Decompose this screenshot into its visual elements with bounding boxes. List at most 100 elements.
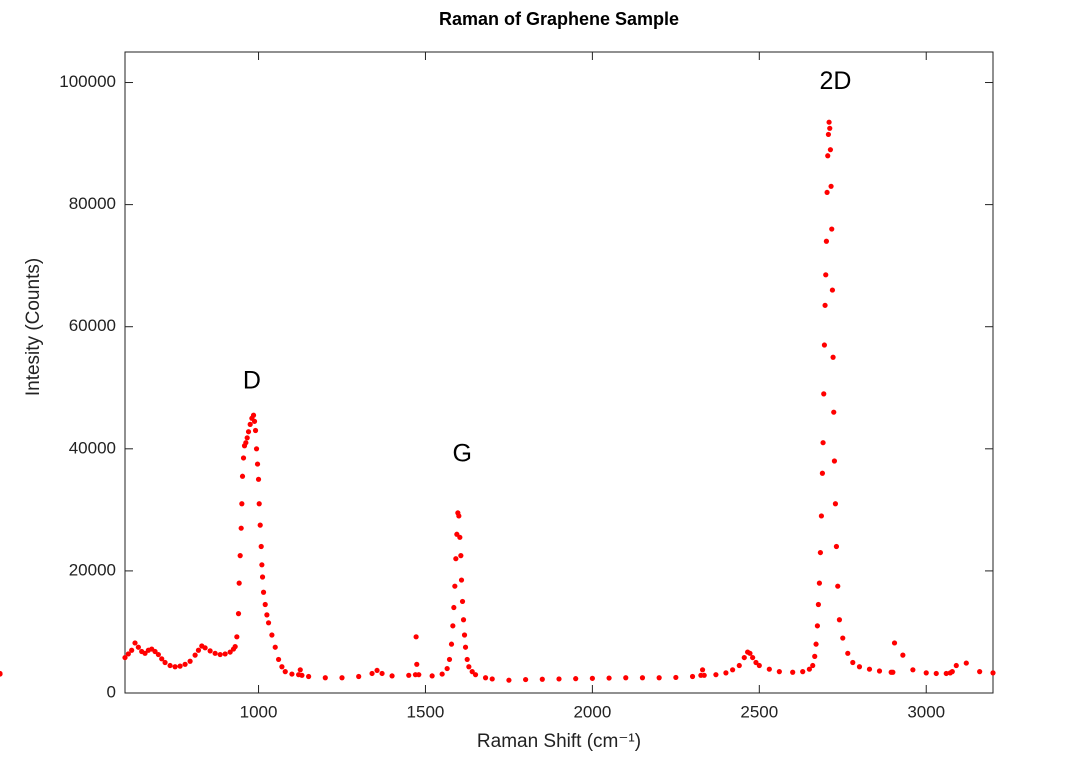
data-point (462, 644, 469, 650)
data-point (790, 669, 796, 675)
data-point (856, 664, 863, 670)
data-point (953, 662, 959, 669)
data-point (822, 302, 828, 308)
data-point (240, 455, 247, 461)
data-point (820, 440, 826, 446)
data-point (450, 623, 456, 629)
data-point (239, 501, 245, 507)
data-point (217, 651, 223, 658)
data-point (813, 641, 819, 647)
data-point (406, 672, 412, 678)
data-point (279, 664, 285, 670)
data-point (753, 659, 759, 666)
data-point (806, 666, 812, 672)
data-point (236, 580, 242, 586)
data-point (439, 671, 445, 677)
data-point (252, 427, 259, 434)
data-point (923, 670, 929, 676)
data-point (827, 147, 834, 153)
data-point (482, 675, 489, 681)
data-point (444, 665, 450, 672)
data-point (830, 354, 836, 360)
data-point (232, 644, 238, 650)
data-point (259, 562, 265, 568)
data-point (192, 652, 198, 658)
data-point (264, 612, 270, 618)
data-point (818, 513, 825, 519)
data-point (829, 226, 835, 232)
data-point (689, 673, 696, 680)
plot-frame (124, 51, 994, 694)
data-point (832, 501, 839, 507)
data-point (810, 662, 816, 669)
data-point (162, 659, 168, 666)
data-point (260, 589, 267, 595)
x-tick-label: 2000 (573, 702, 611, 721)
data-point (816, 580, 823, 586)
data-point (239, 473, 246, 479)
data-point (253, 446, 260, 452)
data-point (456, 513, 462, 519)
data-point (251, 418, 258, 424)
data-point (815, 601, 821, 608)
data-point (275, 656, 282, 663)
data-point (819, 470, 826, 476)
data-point (416, 672, 422, 678)
data-point (182, 661, 188, 667)
chart-title: Raman of Graphene Sample (439, 9, 679, 29)
data-point (237, 553, 243, 559)
data-point (452, 583, 458, 589)
data-point (289, 671, 295, 677)
data-point (829, 287, 836, 293)
data-point (254, 461, 261, 467)
data-point (132, 640, 138, 646)
data-point (828, 183, 834, 189)
data-point (227, 649, 233, 655)
y-axis-label: Intesity (Counts) (23, 258, 44, 396)
data-point (464, 656, 470, 663)
data-point (207, 648, 213, 654)
data-point (701, 672, 707, 678)
y-tick-label: 100000 (59, 72, 116, 91)
data-point (730, 667, 736, 673)
y-tick-label: 0 (107, 682, 116, 701)
data-point (461, 632, 468, 638)
data-point (306, 673, 312, 680)
data-point (723, 670, 729, 676)
data-point (322, 675, 328, 681)
data-point (177, 663, 183, 669)
data-point (142, 650, 148, 656)
data-point (155, 651, 161, 658)
data-point (243, 440, 249, 446)
data-point (282, 669, 288, 675)
data-point (766, 666, 772, 672)
data-point (265, 620, 272, 626)
data-point (135, 644, 141, 650)
data-point (167, 662, 173, 669)
data-point (459, 598, 466, 605)
data-point (821, 391, 827, 397)
x-axis-label: Raman Shift (cm⁻¹) (477, 731, 641, 752)
data-point (234, 634, 240, 640)
data-point (374, 667, 380, 674)
data-point (539, 676, 545, 682)
data-point (949, 669, 955, 675)
data-point (458, 553, 464, 559)
data-point (589, 675, 595, 681)
data-point (222, 651, 228, 657)
data-point (977, 669, 983, 675)
data-point (299, 672, 305, 678)
data-point (900, 652, 906, 658)
data-point (845, 650, 851, 656)
x-tick-label: 1500 (407, 702, 445, 721)
data-point (823, 238, 830, 244)
data-point (990, 670, 996, 676)
data-point (413, 634, 419, 640)
data-point (506, 677, 512, 683)
data-point (238, 525, 244, 531)
data-point (448, 641, 455, 647)
data-point (247, 421, 253, 427)
data-point (269, 632, 275, 638)
data-point (673, 674, 679, 681)
data-point (573, 676, 579, 682)
